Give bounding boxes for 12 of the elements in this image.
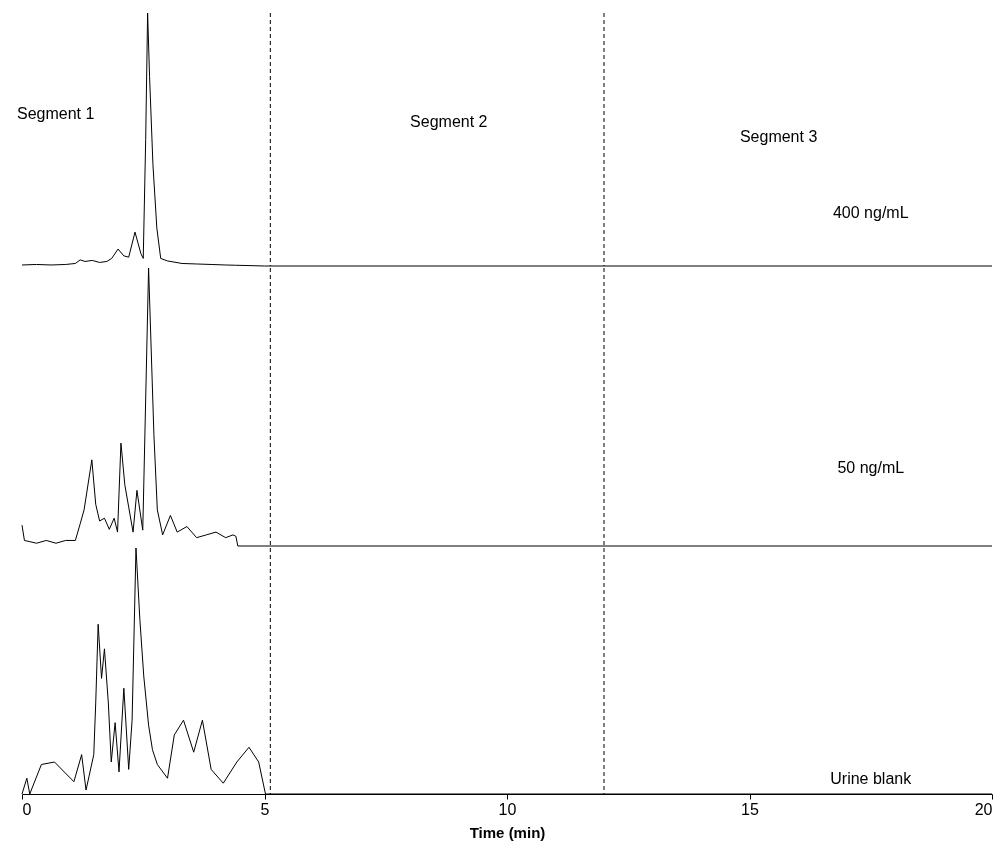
x-tick-label: 10 (498, 800, 517, 818)
x-tick-label: 20 (974, 800, 993, 818)
series-label: Urine blank (830, 770, 913, 788)
text: 50 ng/mL (837, 459, 905, 477)
text: 400 ng/mL (832, 203, 909, 221)
annotation: Segment 3 (739, 127, 818, 145)
x-axis-title: Time (min) (469, 823, 546, 841)
x-tick-label: 0 (22, 800, 32, 818)
annotation: Segment 2 (410, 112, 488, 130)
x-tick-label: 5 (260, 800, 270, 818)
x-tick-label: 15 (741, 800, 759, 818)
annotation: Segment 1 (17, 105, 95, 123)
